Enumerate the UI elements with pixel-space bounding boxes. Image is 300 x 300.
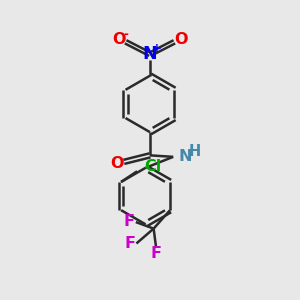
Text: F: F bbox=[124, 214, 135, 229]
Text: H: H bbox=[189, 144, 201, 159]
Text: N: N bbox=[143, 45, 157, 63]
Text: F: F bbox=[124, 236, 135, 251]
Text: N: N bbox=[178, 149, 192, 164]
Text: O: O bbox=[174, 32, 188, 47]
Text: Cl: Cl bbox=[144, 159, 161, 174]
Text: +: + bbox=[152, 42, 161, 56]
Text: O: O bbox=[112, 32, 126, 47]
Text: F: F bbox=[151, 246, 161, 261]
Text: O: O bbox=[111, 156, 124, 171]
Text: -: - bbox=[123, 28, 128, 40]
